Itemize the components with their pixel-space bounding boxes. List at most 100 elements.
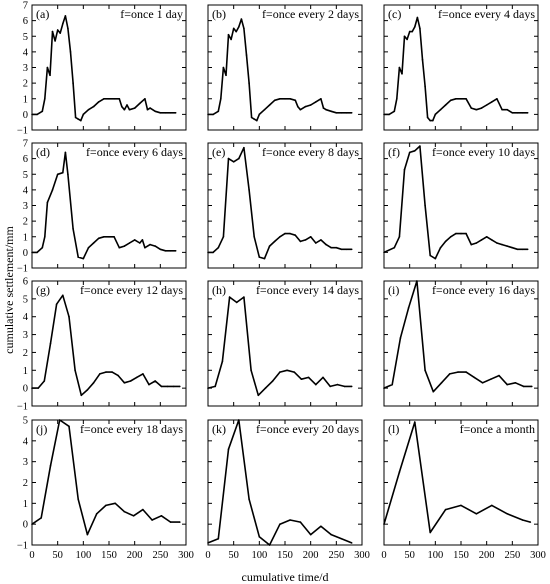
data-point (258, 113, 261, 116)
data-point (501, 243, 503, 246)
data-point (31, 523, 33, 525)
data-point (133, 107, 136, 109)
data-point (529, 521, 532, 523)
panel-8: (h) f=once every 14 days (207, 280, 363, 407)
data-point (62, 23, 64, 25)
x-tick-label: 0 (205, 550, 210, 561)
plot-frame (383, 4, 539, 131)
data-point (149, 107, 151, 109)
panel-title: f=once every 10 days (432, 145, 535, 159)
data-point (521, 248, 524, 251)
data-point (123, 382, 126, 384)
data-point (248, 498, 250, 501)
data-point (135, 376, 138, 379)
data-point (179, 385, 181, 388)
data-point (485, 236, 488, 238)
data-point (424, 369, 426, 372)
data-point (80, 119, 82, 122)
panel-label: (i) (388, 283, 399, 297)
data-point (253, 118, 255, 120)
data-point (250, 116, 253, 119)
data-point (62, 294, 64, 297)
data-point (424, 85, 426, 88)
data-point (315, 101, 317, 103)
data-point (473, 376, 476, 379)
plot-frame (383, 419, 539, 546)
panel-label: (b) (212, 7, 226, 21)
data-point (309, 236, 312, 238)
plot-frame (31, 419, 187, 546)
y-tick-label: 2 (23, 79, 28, 90)
data-point (113, 236, 115, 238)
data-point (475, 242, 478, 244)
y-tick-label: −1 (17, 541, 28, 552)
data-point (123, 510, 126, 513)
plot-frame (207, 419, 363, 546)
data-point (398, 66, 401, 69)
data-point (86, 533, 89, 536)
panel-title: f=once every 8 days (262, 145, 359, 159)
data-point (132, 515, 135, 517)
data-point (340, 248, 343, 251)
y-tick-label: −1 (17, 126, 28, 137)
data-point (330, 110, 333, 113)
data-point (496, 98, 498, 100)
data-point (516, 248, 519, 251)
data-point (169, 521, 172, 523)
data-point (439, 108, 442, 111)
y-tick-label: 0 (23, 520, 28, 531)
data-point (46, 66, 49, 69)
series-line (383, 280, 532, 393)
data-point (250, 369, 252, 372)
data-point (142, 508, 144, 511)
panel-title: f=once every 4 days (438, 7, 535, 21)
data-point (258, 535, 261, 538)
panel-label: (f) (388, 145, 400, 159)
data-point (480, 239, 483, 241)
x-tick-label: 300 (178, 550, 194, 561)
plot-frame (207, 4, 363, 131)
data-point (432, 119, 434, 122)
y-tick-label: 1 (23, 366, 28, 377)
y-tick-label: 0 (23, 248, 28, 259)
data-point (46, 201, 49, 204)
data-point (426, 116, 429, 119)
x-tick-label: 100 (251, 550, 267, 561)
data-point (97, 237, 100, 240)
panel-label: (d) (36, 145, 50, 159)
plot-frame (31, 280, 187, 407)
y-tick-label: 6 (23, 154, 28, 165)
x-tick-label: 250 (152, 550, 168, 561)
y-tick-label: 1 (23, 232, 28, 243)
data-point (449, 236, 452, 238)
series-line (207, 419, 352, 546)
data-point (43, 380, 46, 382)
data-point (516, 112, 519, 114)
data-point (460, 232, 462, 235)
data-point (142, 373, 144, 375)
panel-5: (e) f=once every 8 days (207, 142, 363, 269)
data-point (164, 112, 167, 114)
data-point (263, 108, 266, 111)
x-tick-label: 300 (530, 550, 546, 561)
series-line (383, 421, 531, 534)
data-point (273, 240, 276, 243)
data-point (383, 113, 385, 116)
data-point (227, 33, 230, 36)
data-point (307, 376, 310, 379)
data-point (304, 105, 307, 108)
data-point (103, 98, 105, 100)
data-point (439, 246, 442, 249)
data-point (268, 544, 271, 546)
data-point (111, 371, 113, 373)
data-point (67, 173, 69, 176)
data-point (164, 250, 167, 252)
panel-label: (k) (212, 422, 226, 436)
data-point (257, 394, 260, 397)
data-point (407, 307, 410, 309)
data-point (154, 380, 156, 382)
data-point (248, 82, 250, 84)
data-point (133, 239, 136, 241)
series-line (31, 419, 180, 536)
data-point (475, 108, 478, 111)
